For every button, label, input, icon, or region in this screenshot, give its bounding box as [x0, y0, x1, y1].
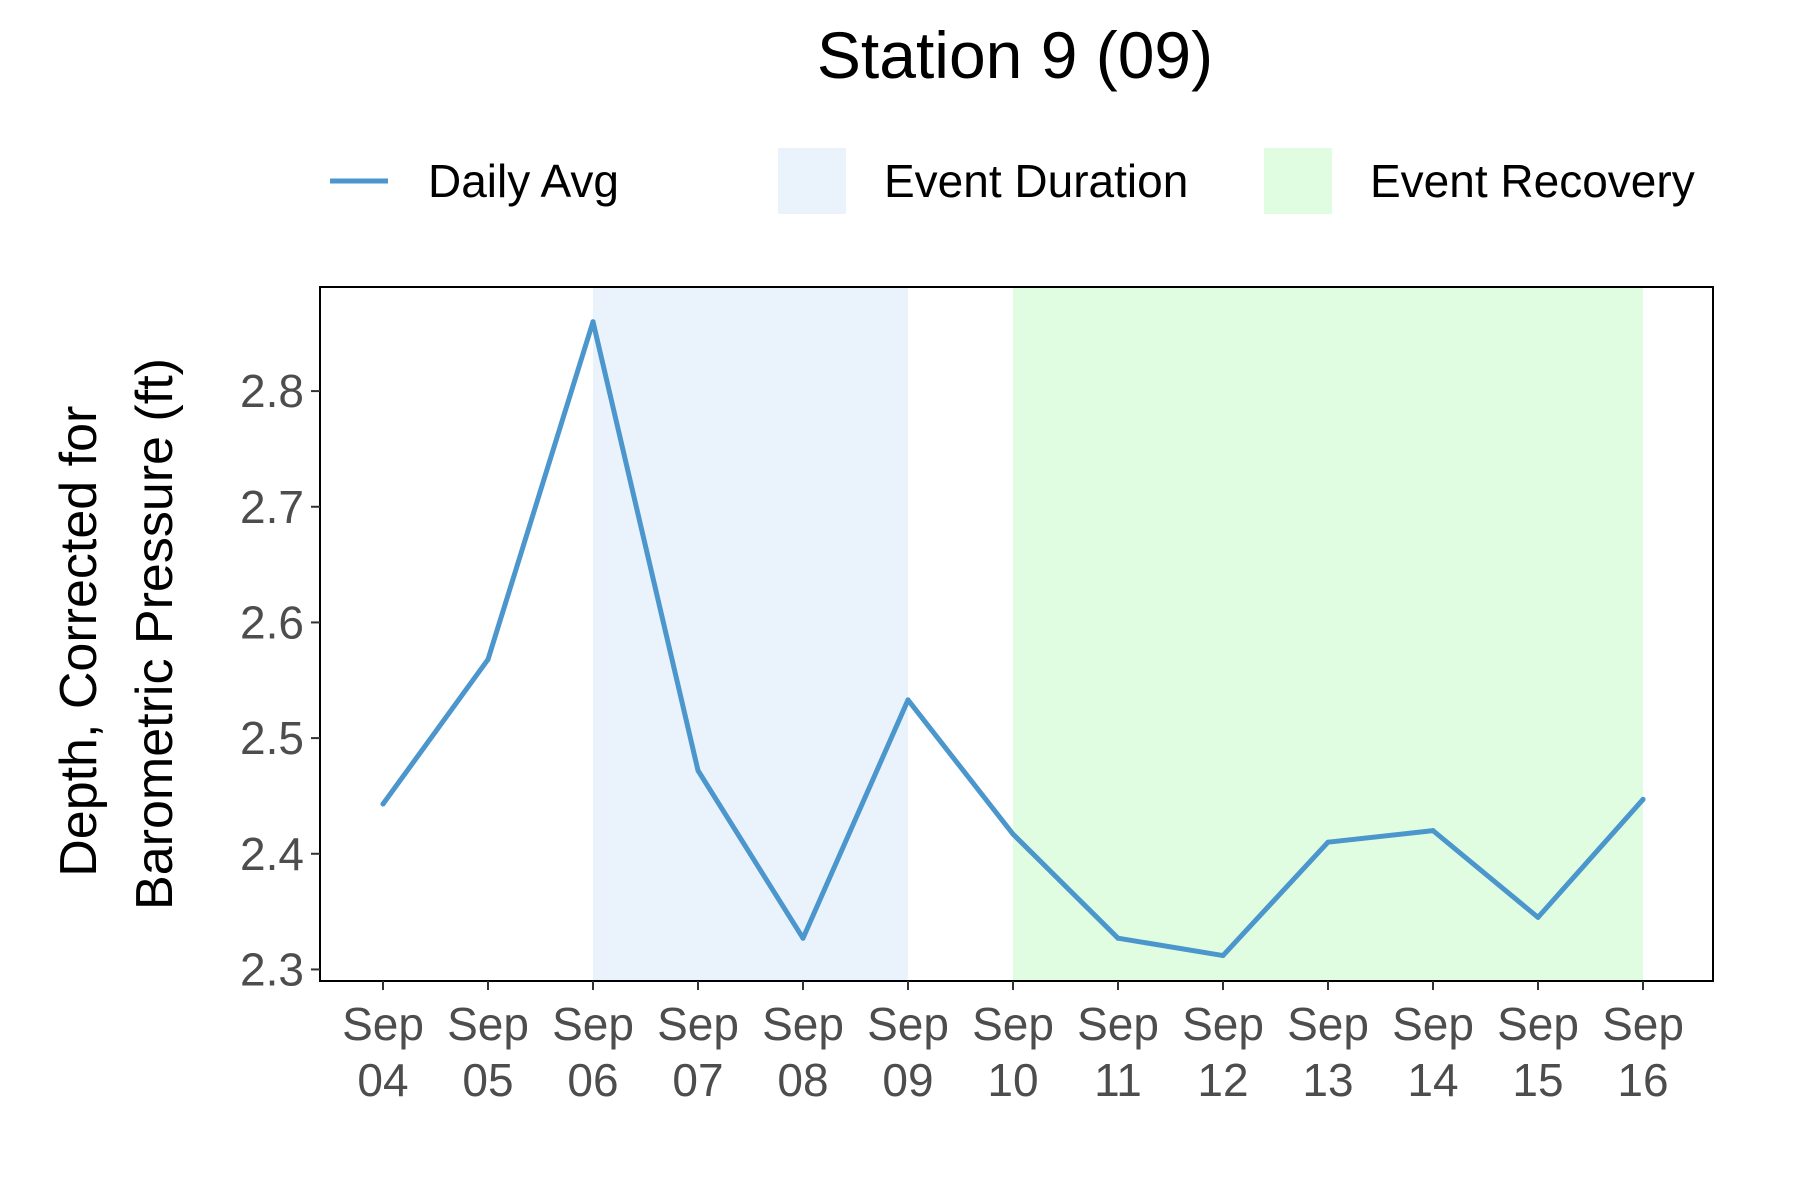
y-axis-title: Depth, Corrected for Barometric Pressure…	[50, 358, 184, 910]
legend-label-daily-avg: Daily Avg	[428, 155, 619, 207]
x-tick-label: Sep 12	[1182, 998, 1264, 1106]
x-tick-label-month: Sep	[342, 998, 424, 1050]
y-tick-label: 2.8	[240, 365, 304, 417]
data-point	[485, 656, 491, 662]
x-tick-label: Sep 15	[1497, 998, 1579, 1106]
x-tick-label-month: Sep	[1287, 998, 1369, 1050]
data-point	[1220, 953, 1226, 959]
x-tick-label-month: Sep	[447, 998, 529, 1050]
shaded-regions	[593, 287, 1643, 981]
y-tick-label: 2.5	[240, 712, 304, 764]
y-tick-label: 2.7	[240, 481, 304, 533]
data-point	[1115, 935, 1121, 941]
x-tick-label-day: 05	[462, 1054, 513, 1106]
x-tick-label-day: 08	[777, 1054, 828, 1106]
y-tick-label: 2.4	[240, 828, 304, 880]
x-tick-label-month: Sep	[867, 998, 949, 1050]
data-point	[380, 801, 386, 807]
y-axis: 2.3 2.4 2.5 2.6 2.7 2.8	[240, 365, 320, 995]
legend-swatch-event-duration	[778, 148, 846, 214]
series-layer	[380, 319, 1646, 959]
x-tick-label-month: Sep	[1392, 998, 1474, 1050]
chart-title: Station 9 (09)	[817, 18, 1213, 92]
data-point	[800, 935, 806, 941]
x-tick-label-day: 04	[357, 1054, 408, 1106]
x-tick-label-day: 07	[672, 1054, 723, 1106]
data-point	[1010, 831, 1016, 837]
x-tick-label-month: Sep	[1602, 998, 1684, 1050]
data-point	[1325, 839, 1331, 845]
x-tick-label-month: Sep	[552, 998, 634, 1050]
data-point	[590, 319, 596, 325]
x-tick-label-day: 13	[1302, 1054, 1353, 1106]
legend-swatch-event-recovery	[1264, 148, 1332, 214]
x-tick-label: Sep 09	[867, 998, 949, 1106]
x-tick-label: Sep 07	[657, 998, 739, 1106]
shaded-region-event-recovery	[1013, 287, 1643, 981]
y-tick-label: 2.3	[240, 943, 304, 995]
x-tick-label: Sep 06	[552, 998, 634, 1106]
x-tick-label: Sep 08	[762, 998, 844, 1106]
plot-panel-border	[319, 286, 1714, 982]
x-tick-label-month: Sep	[762, 998, 844, 1050]
x-tick-label-day: 15	[1512, 1054, 1563, 1106]
x-tick-label: Sep 16	[1602, 998, 1684, 1106]
x-tick-label-month: Sep	[657, 998, 739, 1050]
y-tick-label: 2.6	[240, 596, 304, 648]
x-tick-label-day: 06	[567, 1054, 618, 1106]
x-tick-label-month: Sep	[1497, 998, 1579, 1050]
x-tick-label-month: Sep	[1182, 998, 1264, 1050]
data-point	[1640, 796, 1646, 802]
x-tick-label-day: 09	[882, 1054, 933, 1106]
data-point	[695, 767, 701, 773]
x-tick-label-day: 11	[1094, 1054, 1142, 1106]
x-tick-label-day: 12	[1197, 1054, 1248, 1106]
x-tick-label-month: Sep	[972, 998, 1054, 1050]
data-point	[1430, 828, 1436, 834]
x-tick-label-day: 10	[987, 1054, 1038, 1106]
x-tick-label: Sep 05	[447, 998, 529, 1106]
data-point	[905, 697, 911, 703]
legend: Daily Avg Event Duration Event Recovery	[330, 148, 1695, 214]
x-tick-label-month: Sep	[1077, 998, 1159, 1050]
x-tick-label: Sep 11	[1077, 998, 1159, 1106]
x-tick-label-day: 14	[1407, 1054, 1458, 1106]
shaded-region-event-duration	[593, 287, 908, 981]
data-point	[1535, 914, 1541, 920]
x-tick-label: Sep 13	[1287, 998, 1369, 1106]
x-tick-label: Sep 10	[972, 998, 1054, 1106]
x-tick-label: Sep 14	[1392, 998, 1474, 1106]
legend-label-event-recovery: Event Recovery	[1370, 155, 1695, 207]
y-axis-title-line-1: Depth, Corrected for	[50, 406, 108, 877]
y-axis-title-line-2: Barometric Pressure (ft)	[126, 358, 184, 910]
legend-label-event-duration: Event Duration	[884, 155, 1188, 207]
x-tick-label-day: 16	[1617, 1054, 1668, 1106]
x-tick-label: Sep 04	[342, 998, 424, 1106]
